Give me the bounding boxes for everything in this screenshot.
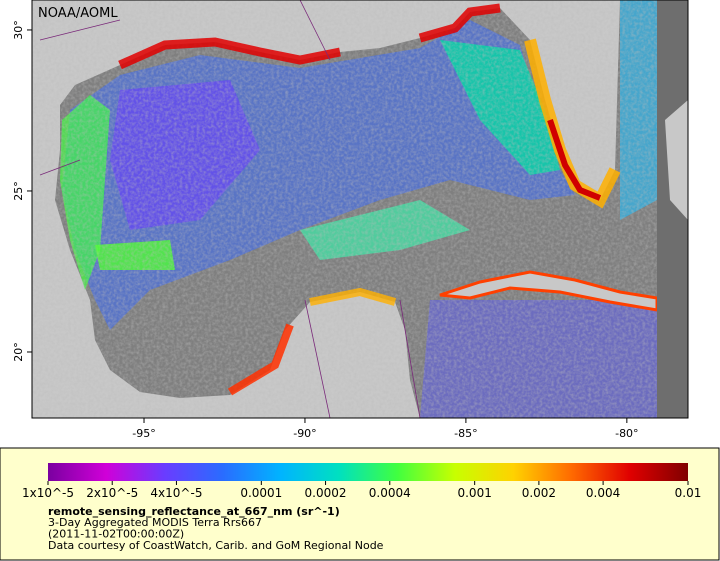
coastal-band bbox=[227, 323, 294, 396]
watermark: NOAA/AOML bbox=[38, 6, 118, 21]
colorbar-tick-label: 2x10^-5 bbox=[86, 486, 138, 500]
map-area bbox=[32, 0, 688, 418]
legend-line: Data courtesy of CoastWatch, Carib. and … bbox=[48, 539, 384, 552]
colorbar-tick-label: 0.01 bbox=[675, 486, 702, 500]
colorbar-tick-label: 0.0004 bbox=[369, 486, 411, 500]
coastal-band bbox=[118, 3, 501, 70]
x-tick-label: -95° bbox=[132, 427, 155, 440]
y-tick-label: 25° bbox=[12, 181, 25, 201]
colorbar-tick-label: 0.0001 bbox=[240, 486, 282, 500]
axes: -95° -90° -85° -80° 20° 25° 30° bbox=[12, 20, 639, 440]
legend-line: (2011-11-02T00:00:00Z) bbox=[48, 528, 184, 541]
colorbar-tick-label: 0.004 bbox=[586, 486, 620, 500]
colorbar-tick-label: 0.0002 bbox=[305, 486, 347, 500]
texture bbox=[32, 0, 688, 418]
y-tick-label: 30° bbox=[12, 20, 25, 39]
coastal-band bbox=[547, 119, 602, 201]
colorbar-ticks: 1x10^-5 2x10^-5 4x10^-5 0.0001 0.0002 0.0004 0… bbox=[22, 481, 701, 500]
y-tick-label: 20° bbox=[12, 342, 25, 362]
plot-frame bbox=[31, 0, 689, 419]
bahamas bbox=[665, 100, 688, 220]
x-tick-label: -80° bbox=[615, 427, 638, 440]
colorbar-tick-label: 0.001 bbox=[457, 486, 491, 500]
variable-name: remote_sensing_reflectance_at_667_nm (sr… bbox=[48, 505, 340, 518]
x-tick-label: -90° bbox=[293, 427, 316, 440]
colorbar-tick-label: 1x10^-5 bbox=[22, 486, 74, 500]
colorbar bbox=[48, 463, 688, 481]
borders bbox=[39, 0, 421, 418]
x-tick-label: -85° bbox=[454, 427, 477, 440]
legend-line: 3-Day Aggregated MODIS Terra Rrs667 bbox=[48, 516, 262, 529]
colorbar-tick-label: 0.002 bbox=[522, 486, 556, 500]
colorbar-tick-label: 4x10^-5 bbox=[150, 486, 202, 500]
legend-lines: 3-Day Aggregated MODIS Terra Rrs667(2011… bbox=[48, 516, 384, 552]
coastal-band bbox=[309, 287, 397, 306]
